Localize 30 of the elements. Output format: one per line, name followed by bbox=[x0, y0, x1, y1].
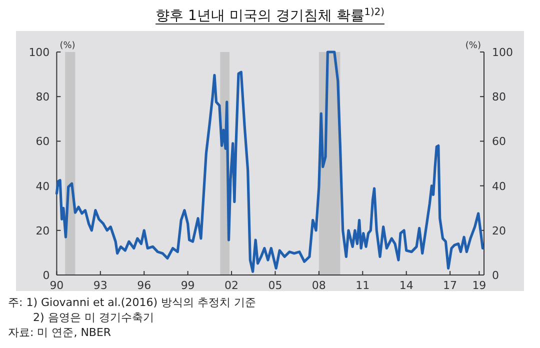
x-tick-label: 93 bbox=[93, 279, 108, 292]
line-series bbox=[55, 50, 484, 273]
x-tick-label: 99 bbox=[180, 279, 195, 292]
y2-axis-title: (%) bbox=[465, 41, 481, 51]
y-tick-label: 80 bbox=[36, 90, 50, 104]
x-tick-label: 11 bbox=[356, 279, 370, 292]
x-tick-label: 02 bbox=[224, 279, 239, 292]
y2-tick-label: 0 bbox=[492, 269, 499, 282]
y2-tick-label: 100 bbox=[492, 46, 513, 59]
x-tick-label: 08 bbox=[312, 279, 326, 292]
x-tick-label: 05 bbox=[268, 279, 282, 292]
y2-tick-label: 40 bbox=[492, 180, 506, 193]
x-tick-label: 17 bbox=[443, 279, 458, 292]
y-axis-title: (%) bbox=[60, 41, 76, 51]
chart-title: 향후 1년내 미국의 경기침체 확률$^{1)2)}$ bbox=[156, 6, 384, 24]
text: 주: 1) Giovanni et al.(2016) 방식의 추정치 기준 bbox=[8, 296, 256, 309]
text: 자료: 미 연준, NBER bbox=[8, 326, 112, 339]
x-tick-label: 90 bbox=[50, 279, 64, 292]
y2-tick-label: 20 bbox=[492, 224, 506, 238]
x-tick-label: 14 bbox=[399, 279, 414, 292]
y2-tick-label: 80 bbox=[492, 90, 506, 104]
y-tick-label: 20 bbox=[36, 224, 50, 238]
y-tick-label: 0 bbox=[42, 269, 50, 282]
y-tick-label: 40 bbox=[36, 180, 50, 193]
y-tick-label: 60 bbox=[36, 135, 50, 148]
y-tick-label: 100 bbox=[28, 46, 50, 59]
y2-tick-label: 60 bbox=[492, 135, 506, 148]
x-tick-label: 19 bbox=[472, 279, 486, 292]
text: 2) 음영은 미 경기수축기 bbox=[33, 311, 154, 324]
x-tick-label: 96 bbox=[137, 279, 152, 292]
